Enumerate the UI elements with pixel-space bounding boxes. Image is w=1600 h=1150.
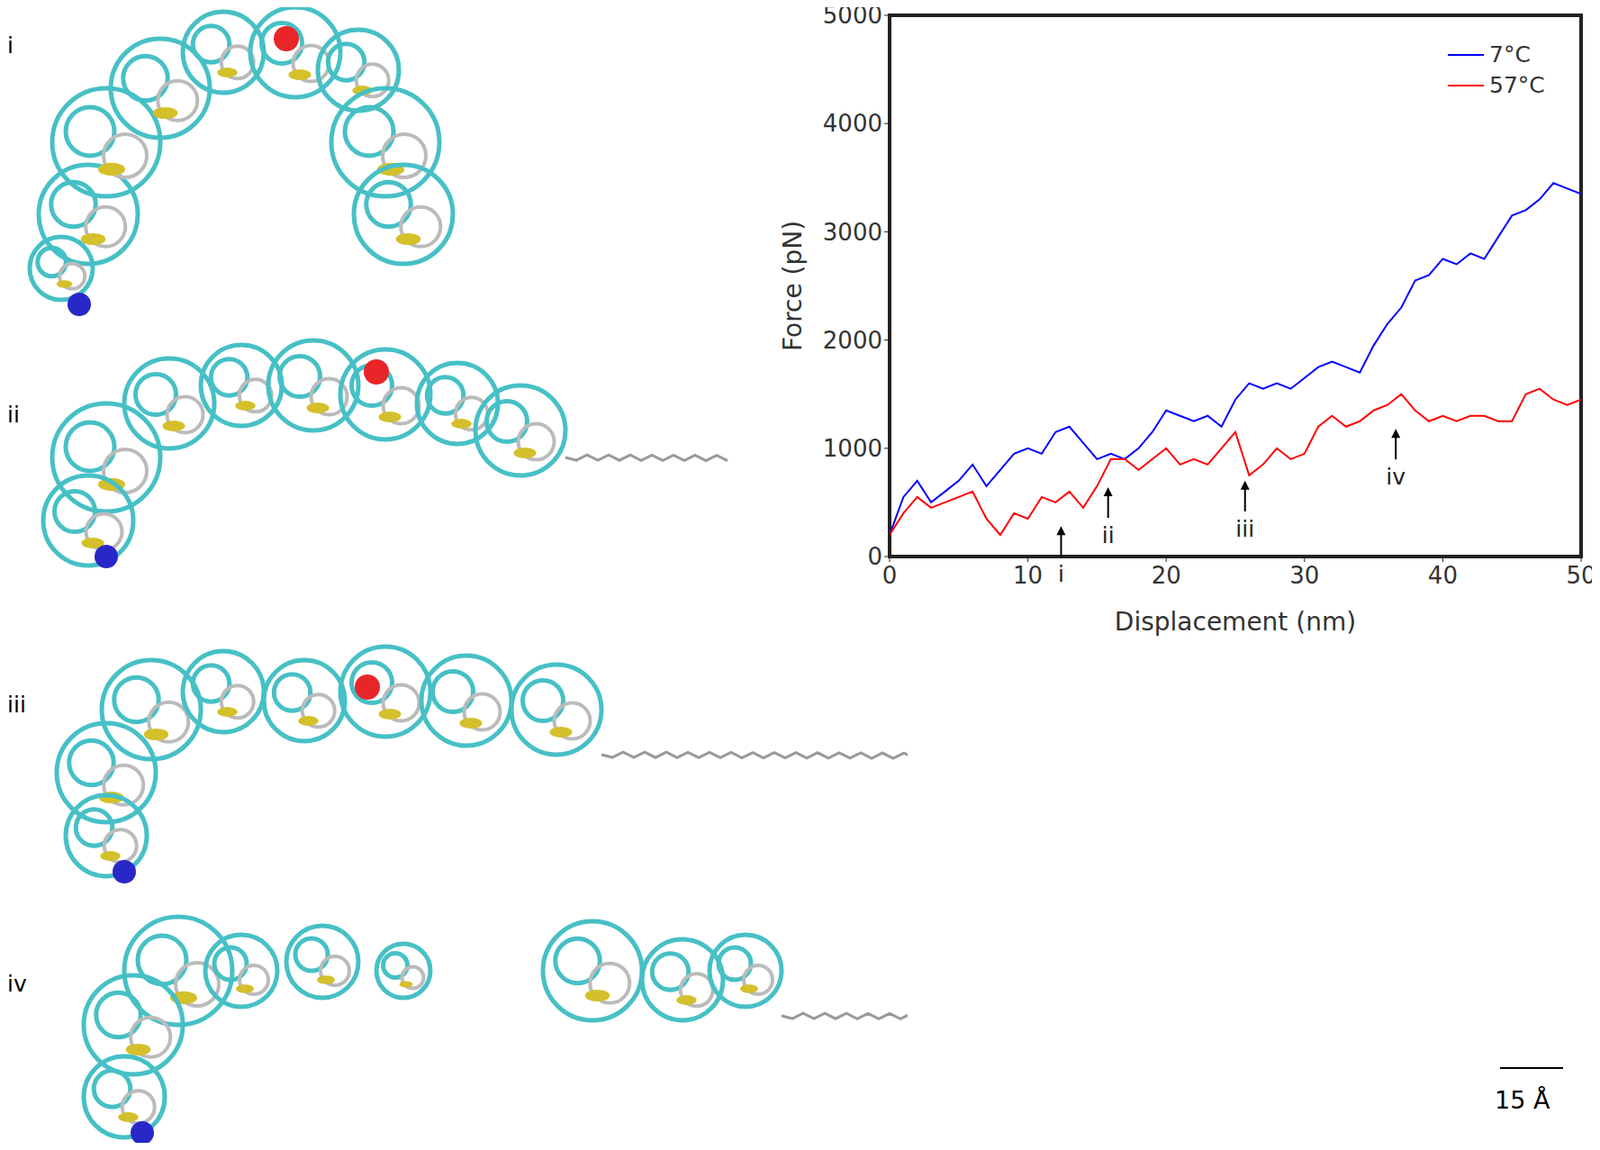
svg-text:4000: 4000 — [822, 109, 883, 137]
svg-text:5000: 5000 — [822, 7, 883, 29]
svg-text:30: 30 — [1289, 561, 1320, 589]
svg-text:ii: ii — [1102, 522, 1115, 549]
html-text:iv: iv — [7, 970, 27, 997]
svg-text:iv: iv — [1385, 463, 1406, 490]
html-text:ii: ii — [7, 401, 20, 428]
svg-text:0: 0 — [867, 542, 883, 570]
svg-text:i: i — [1057, 560, 1065, 588]
html-text:57°C: 57°C — [1489, 72, 1545, 99]
svg-text:1000: 1000 — [822, 434, 883, 462]
svg-text:0: 0 — [882, 561, 898, 589]
svg-text:40: 40 — [1428, 561, 1458, 589]
svg-text:2000: 2000 — [822, 326, 883, 354]
svg-text:3000: 3000 — [822, 218, 883, 246]
html-text:7°C: 7°C — [1489, 41, 1531, 68]
svg-text:Displacement (nm): Displacement (nm) — [1114, 606, 1356, 637]
html-text:iii: iii — [7, 691, 26, 718]
svg-text:10: 10 — [1012, 561, 1043, 589]
svg-text:50: 50 — [1565, 561, 1592, 589]
svg-text:20: 20 — [1151, 561, 1182, 589]
svg-text:Force (pN): Force (pN) — [781, 220, 808, 352]
html-text:15 Å: 15 Å — [1494, 1085, 1550, 1114]
svg-text:iii: iii — [1235, 515, 1255, 543]
html-text:i: i — [7, 32, 14, 59]
